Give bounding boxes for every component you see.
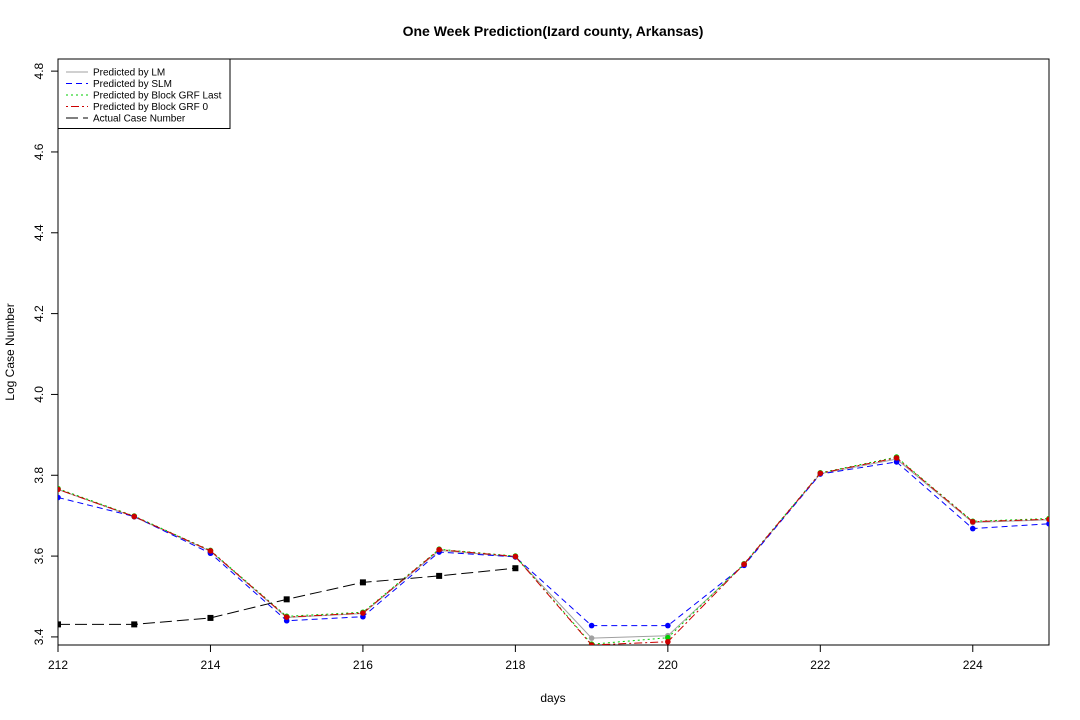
- series-point-4: [512, 565, 519, 572]
- y-tick-label: 4.2: [32, 305, 46, 322]
- x-axis-label: days: [540, 691, 565, 705]
- series-point-3: [969, 518, 976, 525]
- legend-label-2: Predicted by Block GRF Last: [93, 91, 222, 102]
- series-point-3: [58, 486, 61, 493]
- series-point-1: [588, 622, 595, 629]
- y-tick-label: 3.8: [32, 467, 46, 484]
- legend-label-3: Predicted by Block GRF 0: [93, 102, 208, 113]
- series-line-3: [58, 457, 1049, 645]
- series-point-2: [665, 634, 671, 641]
- series-point-4: [283, 596, 290, 603]
- series-point-4: [359, 579, 366, 586]
- series-point-3: [741, 561, 747, 567]
- legend-label-4: Actual Case Number: [93, 114, 186, 125]
- series-point-1: [893, 459, 900, 465]
- series-line-1: [58, 461, 1049, 627]
- x-tick-label: 218: [505, 658, 525, 672]
- series-point-4: [58, 621, 61, 628]
- chart-title: One Week Prediction(Izard county, Arkans…: [403, 23, 704, 39]
- y-tick-label: 3.6: [32, 547, 46, 564]
- series-point-3: [817, 470, 824, 477]
- x-tick-label: 216: [353, 658, 373, 672]
- series-point-3: [893, 455, 900, 461]
- series-point-3: [283, 614, 290, 620]
- series-point-3: [665, 638, 671, 645]
- series-point-4: [207, 614, 214, 621]
- y-tick-label: 4.6: [32, 143, 46, 160]
- series-point-1: [969, 525, 976, 532]
- y-axis-label: Log Case Number: [3, 303, 17, 400]
- plot-area-frame: [57, 58, 1050, 646]
- series-point-3: [588, 642, 595, 645]
- series-point-1: [1046, 520, 1049, 527]
- series-point-3: [512, 553, 519, 560]
- plot-area: [58, 454, 1049, 645]
- legend-label-1: Predicted by SLM: [93, 79, 172, 90]
- x-tick-label: 214: [200, 658, 220, 672]
- series-point-1: [665, 622, 671, 629]
- y-tick-label: 4.8: [32, 62, 46, 79]
- series-point-3: [131, 513, 138, 520]
- x-tick-label: 224: [963, 658, 983, 672]
- legend-label-0: Predicted by LM: [93, 68, 165, 79]
- x-tick-label: 220: [658, 658, 678, 672]
- series-point-0: [588, 635, 595, 641]
- series-point-4: [131, 621, 138, 628]
- axis-ticks: 212 214 216 218 220 222 224 3.4 3.6 3.8 4.0 4.2 4.4 4…: [32, 62, 983, 672]
- x-tick-label: 212: [48, 658, 68, 672]
- series-point-1: [58, 494, 61, 501]
- series-point-3: [207, 548, 214, 554]
- x-tick-label: 222: [810, 658, 830, 672]
- y-tick-label: 3.4: [32, 628, 46, 645]
- y-tick-label: 4.0: [32, 386, 46, 403]
- y-tick-label: 4.4: [32, 224, 46, 241]
- series-point-3: [1046, 516, 1049, 523]
- series-point-3: [360, 610, 366, 616]
- series-point-4: [436, 572, 443, 579]
- legend-box: [57, 58, 231, 129]
- series-point-3: [436, 546, 442, 553]
